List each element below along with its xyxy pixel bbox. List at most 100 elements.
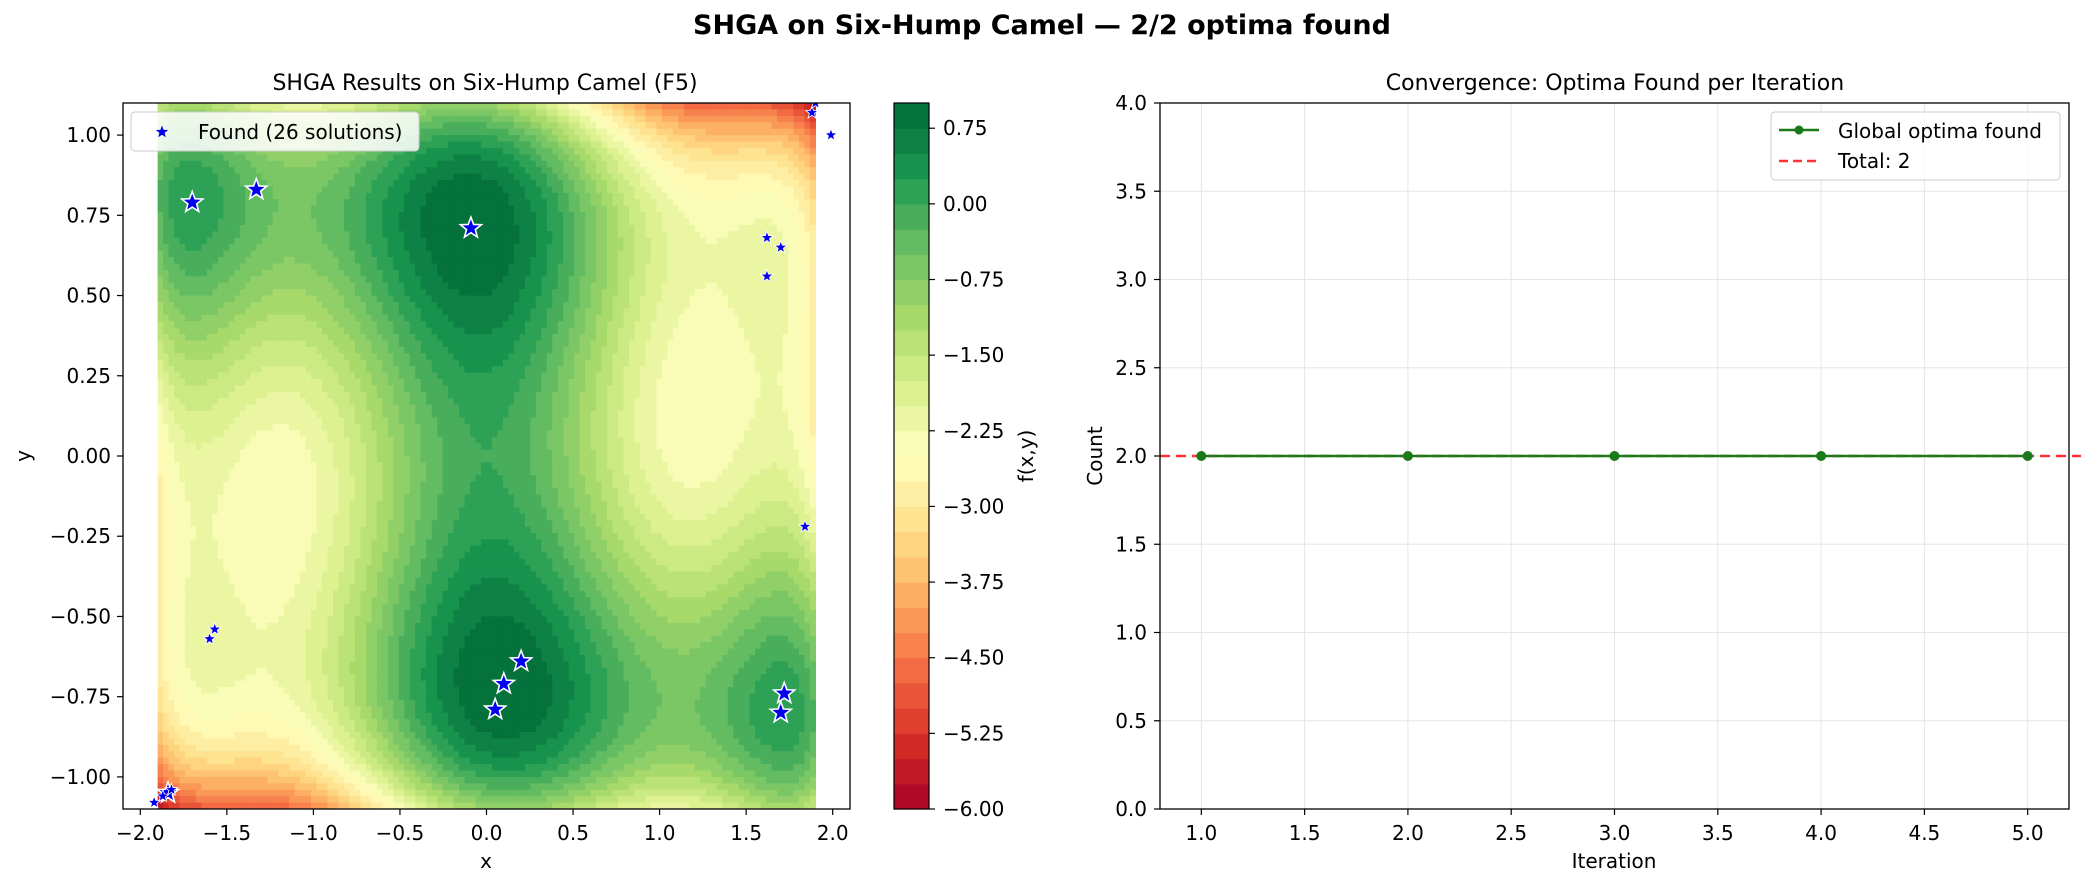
- legend-star-marker: [155, 125, 169, 138]
- convergence-y-tick-label: 0.5: [1115, 709, 1147, 733]
- solution-star-large: [179, 189, 205, 214]
- colorbar-frame: [893, 102, 930, 810]
- contour-y-label: y: [11, 450, 35, 462]
- convergence-y-tick-label: 3.0: [1115, 268, 1147, 292]
- convergence-y-tick-label: 0.0: [1115, 797, 1147, 821]
- convergence-x-tick-label: 1.0: [1185, 821, 1217, 845]
- solution-star-large: [491, 670, 517, 695]
- contour-x-tick-label: 0.0: [471, 821, 503, 845]
- series-point: [1609, 451, 1620, 461]
- solution-star-small: [155, 788, 171, 803]
- colorbar-tick-label: −3.75: [943, 570, 1004, 594]
- figure-title: SHGA on Six-Hump Camel — 2/2 optima foun…: [693, 10, 1391, 41]
- colorbar-tick-label: 0.00: [943, 192, 988, 216]
- solution-star-small: [823, 127, 839, 142]
- convergence-y-tick-label: 2.0: [1115, 444, 1147, 468]
- convergence-y-tick-label: 3.5: [1115, 179, 1147, 203]
- series-point: [1196, 451, 1207, 461]
- colorbar-label: f(x,y): [1014, 430, 1038, 483]
- global-optima-series: [1196, 451, 2033, 461]
- contour-y-tick-label: −0.50: [50, 604, 111, 628]
- series-point: [1402, 451, 1413, 461]
- solution-star-large: [771, 680, 797, 705]
- contour-y-tick-label: 0.25: [66, 364, 111, 388]
- solution-star-small: [207, 621, 223, 636]
- contour-y-tick-label: 1.00: [66, 123, 111, 147]
- legend-series-marker: [1794, 125, 1804, 135]
- contour-y-tick-label: 0.50: [66, 284, 111, 308]
- colorbar-tick-label: −2.25: [943, 419, 1004, 443]
- convergence-y-tick-label: 2.5: [1115, 356, 1147, 380]
- solution-star-large: [768, 699, 794, 724]
- convergence-x-tick-label: 5.0: [2012, 821, 2044, 845]
- convergence-legend: Global optima found Total: 2: [1770, 111, 2061, 181]
- convergence-x-tick-label: 2.0: [1392, 821, 1424, 845]
- convergence-panel: Convergence: Optima Found per Iteration …: [1083, 71, 2081, 873]
- contour-x-ticks: −2.0 −1.5 −1.0 −0.5 0.0 0.5 1.0 1.5 2.0: [116, 809, 849, 845]
- legend-series-label: Global optima found: [1838, 119, 2042, 143]
- colorbar-tick-label: −5.25: [943, 721, 1004, 745]
- convergence-x-tick-label: 3.5: [1702, 821, 1734, 845]
- contour-y-tick-label: 0.00: [66, 444, 111, 468]
- legend-reference-label: Total: 2: [1837, 149, 1911, 173]
- convergence-y-tick-label: 1.5: [1115, 532, 1147, 556]
- colorbar-tick-label: −0.75: [943, 268, 1004, 292]
- colorbar-ticks: 0.75 0.00 −0.75 −1.50 −2.25 −3.00 −3.75 −4.50 −5…: [929, 116, 1004, 821]
- contour-field: [157, 103, 816, 809]
- solution-star-small: [773, 239, 789, 254]
- convergence-title: Convergence: Optima Found per Iteration: [1386, 71, 1844, 96]
- contour-x-tick-label: −0.5: [376, 821, 425, 845]
- convergence-x-tick-label: 2.5: [1495, 821, 1527, 845]
- contour-x-tick-label: 1.5: [730, 821, 762, 845]
- colorbar-tick-label: −4.50: [943, 646, 1004, 670]
- colorbar-tick-label: −1.50: [943, 343, 1004, 367]
- solution-markers: [146, 103, 839, 809]
- convergence-x-tick-label: 4.0: [1805, 821, 1837, 845]
- contour-y-ticks: 1.00 0.75 0.50 0.25 0.00 −0.25 −0.50 −0.75 −1.00: [50, 123, 123, 789]
- solution-star-small: [810, 103, 820, 110]
- solution-star-large: [458, 214, 484, 239]
- contour-plot-area: [122, 102, 851, 810]
- convergence-x-label: Iteration: [1572, 849, 1657, 873]
- colorbar-tick-label: −3.00: [943, 494, 1004, 518]
- contour-x-tick-label: −2.0: [116, 821, 165, 845]
- solution-star-small: [164, 782, 179, 796]
- solution-star-large: [243, 176, 269, 201]
- series-point: [1816, 451, 1827, 461]
- solution-star-small: [759, 230, 775, 244]
- contour-y-tick-label: −1.00: [50, 765, 111, 789]
- solution-star-small: [804, 104, 820, 119]
- colorbar-tick-label: 0.75: [943, 116, 988, 140]
- solution-star-small: [759, 268, 775, 283]
- solution-star-large: [508, 648, 534, 673]
- legend-found-label: Found (26 solutions): [198, 120, 402, 144]
- contour-y-tick-label: −0.25: [50, 524, 111, 548]
- contour-x-tick-label: 0.5: [557, 821, 589, 845]
- convergence-y-label: Count: [1083, 426, 1107, 486]
- contour-y-tick-label: 0.75: [66, 203, 111, 227]
- solution-star-small: [146, 794, 162, 809]
- contour-x-tick-label: −1.5: [203, 821, 252, 845]
- convergence-y-tick-label: 4.0: [1115, 91, 1147, 115]
- solution-star-large: [482, 696, 508, 721]
- contour-title: SHGA Results on Six-Hump Camel (F5): [272, 71, 697, 96]
- series-point: [2022, 451, 2033, 461]
- convergence-x-tick-label: 3.0: [1599, 821, 1631, 845]
- contour-legend: Found (26 solutions): [130, 111, 420, 152]
- contour-x-tick-label: 2.0: [817, 821, 849, 845]
- convergence-x-ticks: 1.0 1.5 2.0 2.5 3.0 3.5 4.0 4.5 5.0: [1185, 809, 2044, 845]
- contour-x-tick-label: 1.0: [644, 821, 676, 845]
- solution-star-small: [202, 631, 217, 646]
- convergence-y-tick-label: 1.0: [1115, 621, 1147, 645]
- contour-x-label: x: [480, 849, 492, 873]
- contour-panel: SHGA Results on Six-Hump Camel (F5) −2.0…: [11, 71, 1038, 873]
- convergence-y-ticks: 0.0 0.5 1.0 1.5 2.0 2.5 3.0 3.5 4.0: [1115, 91, 1160, 821]
- contour-x-tick-label: −1.0: [289, 821, 338, 845]
- solution-star-small: [797, 518, 813, 533]
- contour-y-tick-label: −0.75: [50, 685, 111, 709]
- colorbar: 0.75 0.00 −0.75 −1.50 −2.25 −3.00 −3.75 −4.50 −5…: [893, 102, 1038, 821]
- colorbar-tick-label: −6.00: [943, 797, 1004, 821]
- convergence-x-tick-label: 1.5: [1289, 821, 1321, 845]
- convergence-x-tick-label: 4.5: [1908, 821, 1940, 845]
